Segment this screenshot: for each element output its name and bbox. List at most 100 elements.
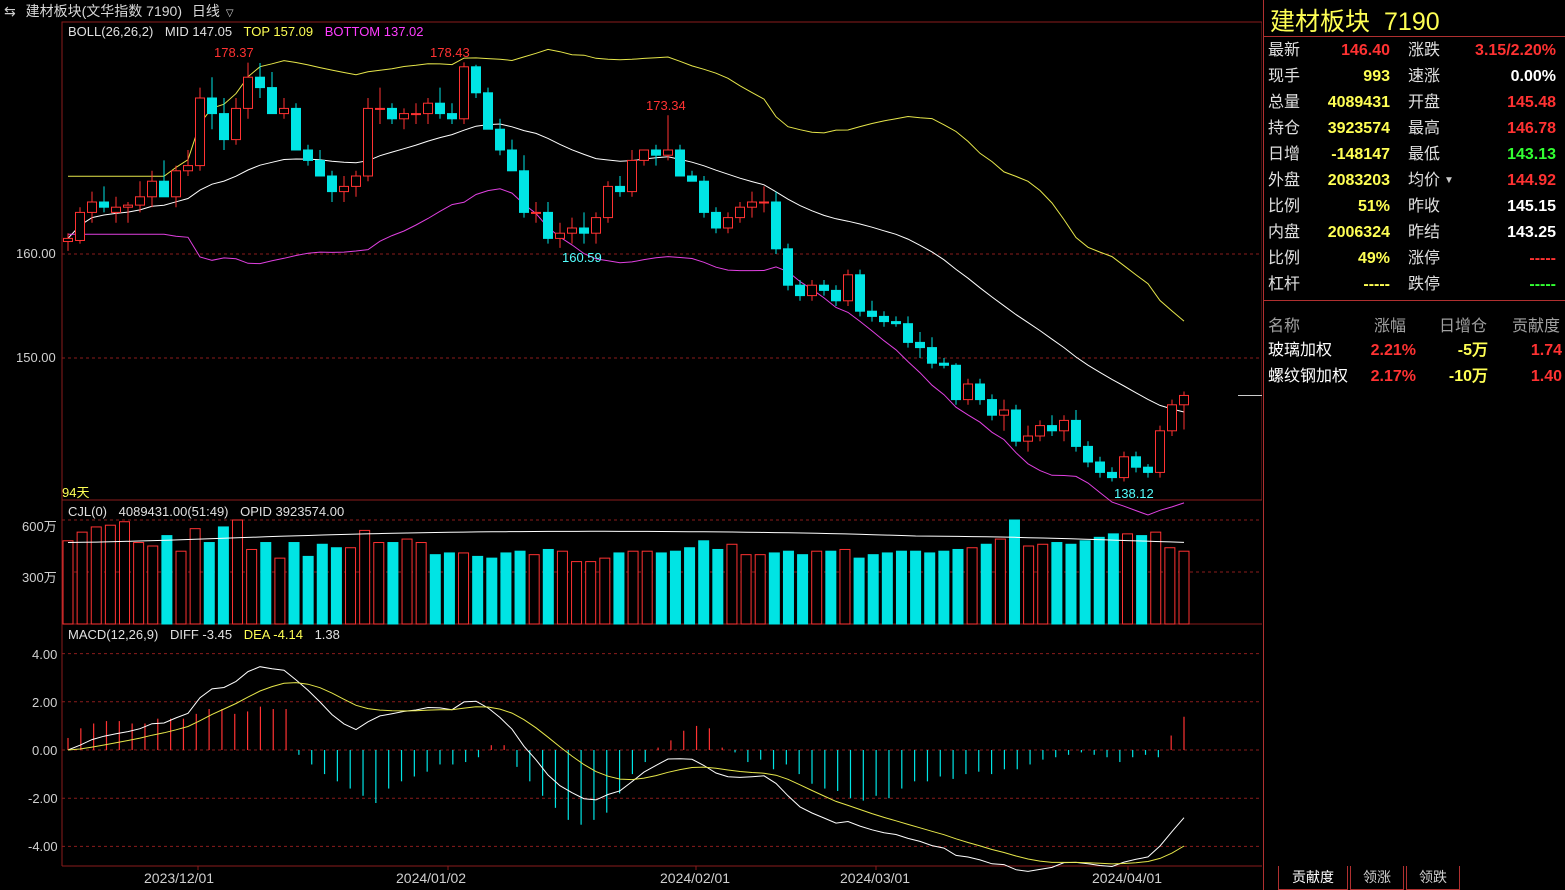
volume-bar xyxy=(895,550,907,625)
volume-bar xyxy=(528,554,540,625)
contrib-name[interactable]: 玻璃加权 xyxy=(1268,342,1333,359)
quote-row: 总量 4089431 xyxy=(1268,90,1390,116)
quote-value: 143.25 xyxy=(1507,224,1556,241)
volume-bar xyxy=(669,550,681,625)
macd-dea: DEA -4.14 xyxy=(243,627,303,642)
period-selector[interactable]: 日线 ▽ xyxy=(191,3,234,19)
quote-label: 持仓 xyxy=(1268,120,1301,137)
volume-bar xyxy=(104,524,116,625)
contrib-header-change[interactable]: 涨幅 xyxy=(1374,318,1407,335)
switch-icon[interactable]: ⇆ xyxy=(4,3,16,19)
high-annotation-2: 178.43 xyxy=(430,45,470,60)
chevron-down-icon[interactable]: ▼ xyxy=(1444,175,1454,186)
candle-body xyxy=(663,149,673,156)
volume-bar xyxy=(1008,519,1020,625)
candle-body xyxy=(915,341,925,349)
volume-bar xyxy=(260,542,272,625)
boll-bottom: BOTTOM 137.02 xyxy=(324,24,424,39)
candle-body xyxy=(147,180,157,198)
candle-body xyxy=(939,362,949,366)
contrib-header-contrib[interactable]: 贡献度 xyxy=(1512,318,1561,335)
macd-diff-line xyxy=(67,666,1185,872)
volume-bar xyxy=(726,543,738,625)
volume-bar xyxy=(966,547,978,625)
chevron-down-icon[interactable]: ▽ xyxy=(225,8,234,19)
quote-value: ----- xyxy=(1363,276,1390,293)
macd-legend: MACD(12,26,9) DIFF -3.45 DEA -4.14 1.38 xyxy=(68,627,348,642)
contrib-header-name[interactable]: 名称 xyxy=(1268,318,1301,335)
candle-body xyxy=(327,175,337,193)
panel-instrument-name: 建材板块 xyxy=(1270,8,1371,36)
candle-body xyxy=(375,107,385,110)
candle-body xyxy=(291,107,301,151)
volume-bar xyxy=(443,552,455,625)
high-annotation-1: 178.37 xyxy=(214,45,254,60)
candle-body xyxy=(795,284,805,297)
candle-body xyxy=(591,217,601,234)
volume-bar xyxy=(387,542,399,625)
quote-row: 昨结 143.25 xyxy=(1408,220,1556,246)
macd-axis-label: 4.00 xyxy=(32,647,58,662)
candle-body xyxy=(75,211,85,241)
contrib-oi: -10万 xyxy=(1448,368,1488,385)
quote-row: 杠杆 ----- xyxy=(1268,272,1390,298)
candle-body xyxy=(1155,430,1165,473)
candle-body xyxy=(711,211,721,229)
candle-body xyxy=(315,159,325,177)
quote-value: 146.40 xyxy=(1341,42,1390,59)
quote-row: 日增 -148147 xyxy=(1268,142,1390,168)
quote-row: 昨收 145.15 xyxy=(1408,194,1556,220)
quote-label: 内盘 xyxy=(1268,224,1301,241)
volume-bar xyxy=(345,547,357,625)
candle-body xyxy=(1059,419,1069,432)
volume-bar xyxy=(288,542,300,625)
quote-row: 均价 ▼ 144.92 xyxy=(1408,168,1556,194)
volume-bar xyxy=(458,552,470,625)
date-axis-label: 2023/12/01 xyxy=(144,870,215,886)
instrument-name: 建材板块(文华指数 7190) xyxy=(25,3,182,19)
boll-label[interactable]: BOLL(26,26,2) xyxy=(68,24,154,39)
contrib-name[interactable]: 螺纹钢加权 xyxy=(1268,368,1349,385)
candle-body xyxy=(243,76,253,109)
volume-bar xyxy=(1065,543,1077,625)
volume-bar xyxy=(768,552,780,625)
volume-bar xyxy=(189,528,201,625)
quote-value: 993 xyxy=(1363,68,1390,85)
tab-leading-gainers[interactable]: 领涨 xyxy=(1350,866,1404,890)
quote-panel: 建材板块 7190 最新 146.40 现手 993 总量 4089431 持仓 3923574… xyxy=(1263,0,1565,890)
low-annotation-2: 138.12 xyxy=(1114,486,1154,501)
boll-mid: MID 147.05 xyxy=(164,24,233,39)
low-annotation-1: 160.59 xyxy=(562,250,602,265)
candle-body xyxy=(639,149,649,161)
volume-bar xyxy=(401,538,413,625)
candle-body xyxy=(519,170,529,213)
candle-body xyxy=(255,76,265,89)
volume-bar xyxy=(542,548,554,625)
candle-body xyxy=(783,248,793,286)
candle-body xyxy=(447,113,457,120)
chart-canvas[interactable] xyxy=(0,0,1262,890)
volume-bar xyxy=(472,555,484,625)
volume-bar xyxy=(316,543,328,625)
cjl-label[interactable]: CJL(0) xyxy=(68,504,108,519)
volume-bar xyxy=(119,521,131,625)
volume-bar xyxy=(910,550,922,625)
candle-body xyxy=(759,201,769,204)
tab-leading-losers[interactable]: 领跌 xyxy=(1406,866,1460,890)
quote-value: 49% xyxy=(1357,250,1390,267)
quote-value: 51% xyxy=(1357,198,1390,215)
macd-diff: DIFF -3.45 xyxy=(169,627,233,642)
cjl-legend: CJL(0) 4089431.00(51:49) OPID 3923574.00 xyxy=(68,504,352,519)
volume-bar xyxy=(1079,540,1091,625)
quote-label: 外盘 xyxy=(1268,172,1301,189)
macd-label[interactable]: MACD(12,26,9) xyxy=(68,627,159,642)
tab-contribution[interactable]: 贡献度 xyxy=(1278,866,1348,890)
volume-bar xyxy=(330,547,342,625)
contrib-header-oi[interactable]: 日增仓 xyxy=(1439,318,1488,335)
volume-bar xyxy=(825,550,837,625)
quote-row: 最低 143.13 xyxy=(1408,142,1556,168)
candle-body xyxy=(1143,466,1153,473)
volume-bar xyxy=(359,529,371,625)
candle-body xyxy=(1179,394,1189,406)
quote-row: 内盘 2006324 xyxy=(1268,220,1390,246)
